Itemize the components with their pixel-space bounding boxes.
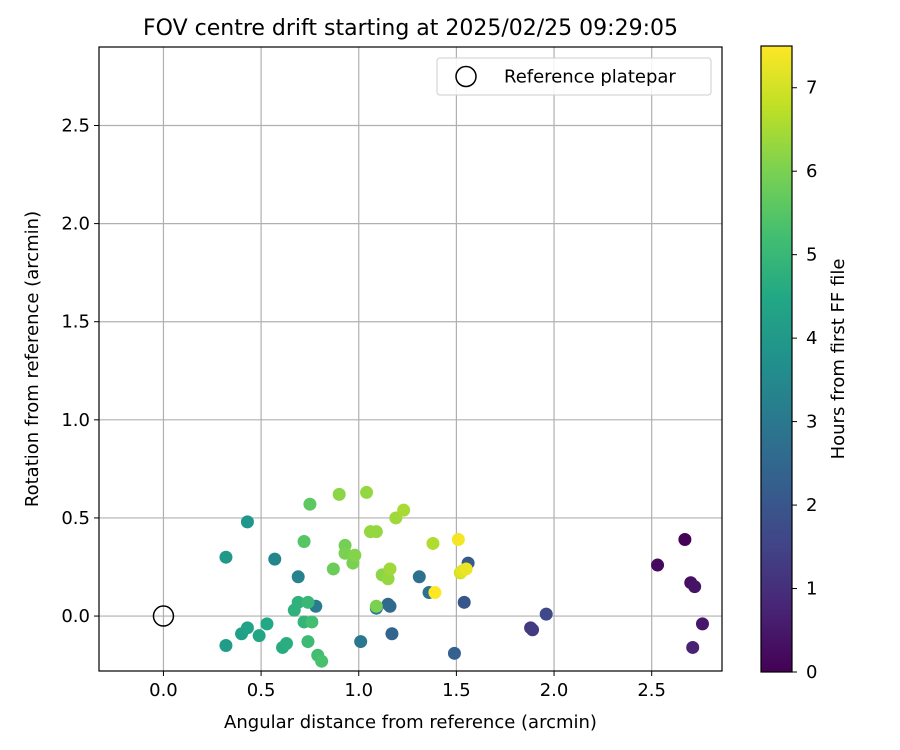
data-point [428, 586, 442, 600]
data-point [457, 595, 471, 609]
colorbar-tick-label: 6 [806, 161, 817, 182]
data-point [686, 640, 700, 654]
grid [99, 47, 722, 671]
data-point [426, 536, 440, 550]
colorbar-ticks: 0 1 2 3 4 5 6 7 [792, 78, 817, 683]
colorbar-tick-label: 2 [806, 495, 817, 516]
data-point [315, 654, 329, 668]
x-tick-label: 1.0 [344, 680, 373, 701]
x-ticks: 0.0 0.5 1.0 1.5 2.0 2.5 [149, 671, 666, 701]
data-point [397, 503, 411, 517]
data-point [383, 562, 397, 576]
data-point [526, 623, 540, 637]
reference-marker-group [152, 605, 175, 627]
data-point [252, 629, 266, 643]
data-point [338, 546, 352, 560]
data-point [348, 548, 362, 562]
data-point [412, 570, 426, 584]
legend-reference-marker [455, 65, 477, 88]
data-point [539, 607, 553, 621]
reference-platepar-marker [152, 605, 175, 627]
colorbar-label: Hours from first FF file [828, 259, 849, 460]
data-point [447, 646, 461, 660]
chart-title: FOV centre drift starting at 2025/02/25 … [143, 16, 678, 41]
colorbar-tick-label: 0 [806, 662, 817, 683]
data-point [459, 562, 473, 576]
colorbar-gradient [760, 45, 793, 673]
colorbar-tick-label: 7 [806, 78, 817, 99]
data-point [451, 533, 465, 547]
data-point [354, 635, 368, 649]
data-point [301, 595, 315, 609]
data-point [360, 485, 374, 499]
x-axis-label: Angular distance from reference (arcmin) [224, 712, 597, 733]
colorbar-tick-label: 5 [806, 245, 817, 266]
legend: Reference platepar [436, 57, 712, 96]
data-point [291, 595, 305, 609]
x-tick-label: 0.5 [247, 680, 276, 701]
data-point [326, 562, 340, 576]
x-tick-label: 2.0 [540, 680, 569, 701]
data-point [219, 550, 233, 564]
x-tick-label: 0.0 [149, 680, 178, 701]
data-point [219, 638, 233, 652]
colorbar-tick-label: 1 [806, 579, 817, 600]
data-point [260, 617, 274, 631]
y-axis-label: Rotation from reference (arcmin) [22, 211, 43, 507]
colorbar: 0 1 2 3 4 5 6 7 Hours from first FF file [760, 45, 849, 683]
data-point [369, 525, 383, 539]
y-tick-label: 0.0 [61, 606, 90, 627]
data-point [279, 637, 293, 651]
data-point [369, 599, 383, 613]
y-tick-label: 1.0 [61, 410, 90, 431]
y-ticks: 0.0 0.5 1.0 1.5 2.0 2.5 [61, 115, 99, 627]
data-point [688, 580, 702, 594]
data-points [219, 485, 709, 668]
data-point [651, 558, 665, 572]
y-tick-label: 1.5 [61, 312, 90, 333]
plot-frame [98, 46, 723, 672]
y-tick-label: 2.5 [61, 115, 90, 136]
data-point [240, 515, 254, 529]
x-tick-label: 1.5 [442, 680, 471, 701]
x-tick-label: 2.5 [637, 680, 666, 701]
y-tick-label: 0.5 [61, 508, 90, 529]
data-point [678, 533, 692, 547]
legend-box [436, 57, 712, 96]
colorbar-tick-label: 3 [806, 412, 817, 433]
data-point [268, 552, 282, 566]
data-point [305, 615, 319, 629]
data-point [385, 627, 399, 641]
data-point [301, 635, 315, 649]
data-point [240, 621, 254, 635]
data-point [695, 617, 709, 631]
data-point [291, 570, 305, 584]
data-point [303, 497, 317, 511]
y-tick-label: 2.0 [61, 214, 90, 235]
data-point [332, 487, 346, 501]
colorbar-tick-label: 4 [806, 328, 817, 349]
data-point [297, 534, 311, 548]
data-point [383, 599, 397, 613]
data-point [381, 572, 395, 586]
legend-label: Reference platepar [504, 67, 676, 88]
